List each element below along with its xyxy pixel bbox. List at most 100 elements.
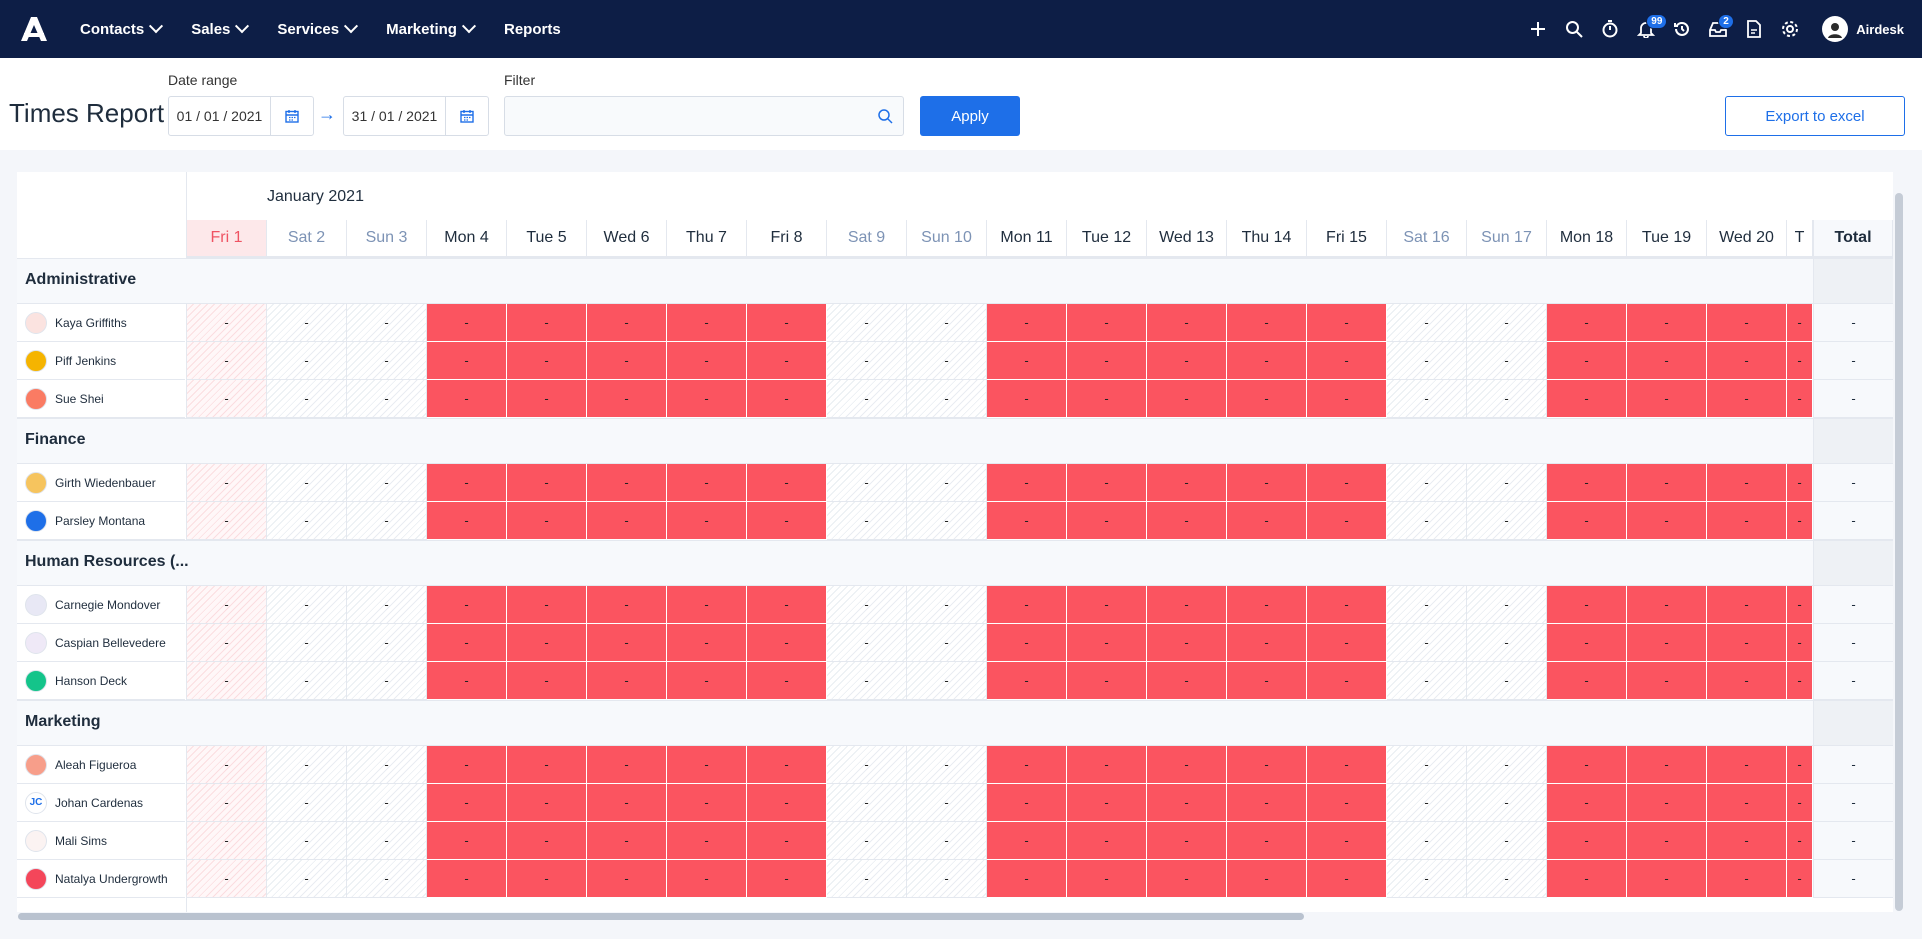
time-cell[interactable]: - bbox=[1467, 746, 1547, 784]
time-cell[interactable]: - bbox=[507, 342, 587, 380]
time-cell[interactable]: - bbox=[1547, 502, 1627, 540]
time-cell[interactable]: - bbox=[1707, 746, 1787, 784]
time-cell[interactable]: - bbox=[187, 502, 267, 540]
time-cell[interactable]: - bbox=[187, 624, 267, 662]
time-cell[interactable]: - bbox=[1707, 784, 1787, 822]
time-cell[interactable]: - bbox=[1467, 342, 1547, 380]
day-header[interactable]: T bbox=[1787, 220, 1813, 258]
time-cell[interactable]: - bbox=[1787, 464, 1813, 502]
time-cell[interactable]: - bbox=[747, 662, 827, 700]
time-cell[interactable]: - bbox=[1227, 380, 1307, 418]
time-cell[interactable]: - bbox=[1547, 822, 1627, 860]
time-cell[interactable]: - bbox=[1627, 502, 1707, 540]
time-cell[interactable]: - bbox=[347, 860, 427, 898]
time-cell[interactable]: - bbox=[1467, 502, 1547, 540]
time-cell[interactable]: - bbox=[1787, 586, 1813, 624]
time-cell[interactable]: - bbox=[1387, 586, 1467, 624]
time-cell[interactable]: - bbox=[1307, 304, 1387, 342]
date-from-field[interactable]: 01 / 01 / 2021 bbox=[168, 96, 314, 136]
time-cell[interactable]: - bbox=[427, 624, 507, 662]
time-cell[interactable]: - bbox=[507, 380, 587, 418]
time-cell[interactable]: - bbox=[1627, 586, 1707, 624]
time-cell[interactable]: - bbox=[187, 304, 267, 342]
time-cell[interactable]: - bbox=[1067, 502, 1147, 540]
time-cell[interactable]: - bbox=[1227, 586, 1307, 624]
history-icon[interactable] bbox=[1664, 0, 1700, 58]
time-cell[interactable]: - bbox=[267, 784, 347, 822]
time-cell[interactable]: - bbox=[747, 304, 827, 342]
time-cell[interactable]: - bbox=[1307, 624, 1387, 662]
time-cell[interactable]: - bbox=[427, 464, 507, 502]
person-row[interactable]: Parsley Montana bbox=[17, 502, 185, 540]
time-cell[interactable]: - bbox=[1067, 464, 1147, 502]
time-cell[interactable]: - bbox=[427, 822, 507, 860]
apply-button[interactable]: Apply bbox=[920, 96, 1020, 136]
calendar-icon[interactable] bbox=[446, 97, 488, 135]
time-cell[interactable]: - bbox=[1707, 662, 1787, 700]
time-cell[interactable]: - bbox=[1467, 464, 1547, 502]
time-cell[interactable]: - bbox=[1627, 784, 1707, 822]
time-cell[interactable]: - bbox=[587, 784, 667, 822]
time-cell[interactable]: - bbox=[907, 342, 987, 380]
time-cell[interactable]: - bbox=[1147, 784, 1227, 822]
time-cell[interactable]: - bbox=[987, 784, 1067, 822]
day-header[interactable]: Fri 1 bbox=[187, 220, 267, 258]
time-cell[interactable]: - bbox=[987, 624, 1067, 662]
vertical-scrollbar[interactable] bbox=[1895, 193, 1903, 911]
time-cell[interactable]: - bbox=[267, 304, 347, 342]
nav-item-reports[interactable]: Reports bbox=[504, 21, 561, 38]
time-cell[interactable]: - bbox=[747, 464, 827, 502]
time-cell[interactable]: - bbox=[667, 464, 747, 502]
time-cell[interactable]: - bbox=[1067, 342, 1147, 380]
user-menu[interactable]: Airdesk bbox=[1822, 16, 1904, 42]
day-header[interactable]: Tue 5 bbox=[507, 220, 587, 258]
time-cell[interactable]: - bbox=[347, 464, 427, 502]
time-cell[interactable]: - bbox=[667, 822, 747, 860]
time-cell[interactable]: - bbox=[1467, 662, 1547, 700]
time-cell[interactable]: - bbox=[1307, 662, 1387, 700]
time-cell[interactable]: - bbox=[587, 624, 667, 662]
time-cell[interactable]: - bbox=[347, 784, 427, 822]
time-cell[interactable]: - bbox=[347, 746, 427, 784]
calendar-icon[interactable] bbox=[271, 97, 313, 135]
time-cell[interactable]: - bbox=[1067, 586, 1147, 624]
day-header[interactable]: Sun 17 bbox=[1467, 220, 1547, 258]
day-header[interactable]: Mon 11 bbox=[987, 220, 1067, 258]
time-cell[interactable]: - bbox=[1547, 586, 1627, 624]
time-cell[interactable]: - bbox=[507, 784, 587, 822]
time-cell[interactable]: - bbox=[1547, 380, 1627, 418]
time-cell[interactable]: - bbox=[187, 822, 267, 860]
nav-item-contacts[interactable]: Contacts bbox=[80, 19, 164, 38]
time-cell[interactable]: - bbox=[1147, 822, 1227, 860]
time-cell[interactable]: - bbox=[1707, 822, 1787, 860]
day-header[interactable]: Sun 3 bbox=[347, 220, 427, 258]
time-cell[interactable]: - bbox=[747, 586, 827, 624]
time-cell[interactable]: - bbox=[1147, 304, 1227, 342]
time-cell[interactable]: - bbox=[827, 380, 907, 418]
time-cell[interactable]: - bbox=[1307, 464, 1387, 502]
time-cell[interactable]: - bbox=[1707, 860, 1787, 898]
time-cell[interactable]: - bbox=[667, 342, 747, 380]
time-cell[interactable]: - bbox=[187, 342, 267, 380]
person-row[interactable]: Caspian Bellevedere bbox=[17, 624, 185, 662]
time-cell[interactable]: - bbox=[987, 746, 1067, 784]
time-cell[interactable]: - bbox=[187, 380, 267, 418]
nav-item-marketing[interactable]: Marketing bbox=[386, 19, 477, 38]
person-row[interactable]: Mali Sims bbox=[17, 822, 185, 860]
time-cell[interactable]: - bbox=[187, 586, 267, 624]
time-cell[interactable]: - bbox=[987, 464, 1067, 502]
time-cell[interactable]: - bbox=[1787, 624, 1813, 662]
time-cell[interactable]: - bbox=[1627, 860, 1707, 898]
time-cell[interactable]: - bbox=[667, 624, 747, 662]
time-cell[interactable]: - bbox=[1547, 860, 1627, 898]
time-cell[interactable]: - bbox=[667, 860, 747, 898]
time-cell[interactable]: - bbox=[747, 860, 827, 898]
time-cell[interactable]: - bbox=[667, 746, 747, 784]
time-cell[interactable]: - bbox=[1067, 784, 1147, 822]
time-cell[interactable]: - bbox=[507, 464, 587, 502]
day-header[interactable]: Tue 12 bbox=[1067, 220, 1147, 258]
time-cell[interactable]: - bbox=[827, 464, 907, 502]
time-cell[interactable]: - bbox=[907, 784, 987, 822]
person-row[interactable]: Natalya Undergrowth bbox=[17, 860, 185, 898]
person-row[interactable]: JC Johan Cardenas bbox=[17, 784, 185, 822]
